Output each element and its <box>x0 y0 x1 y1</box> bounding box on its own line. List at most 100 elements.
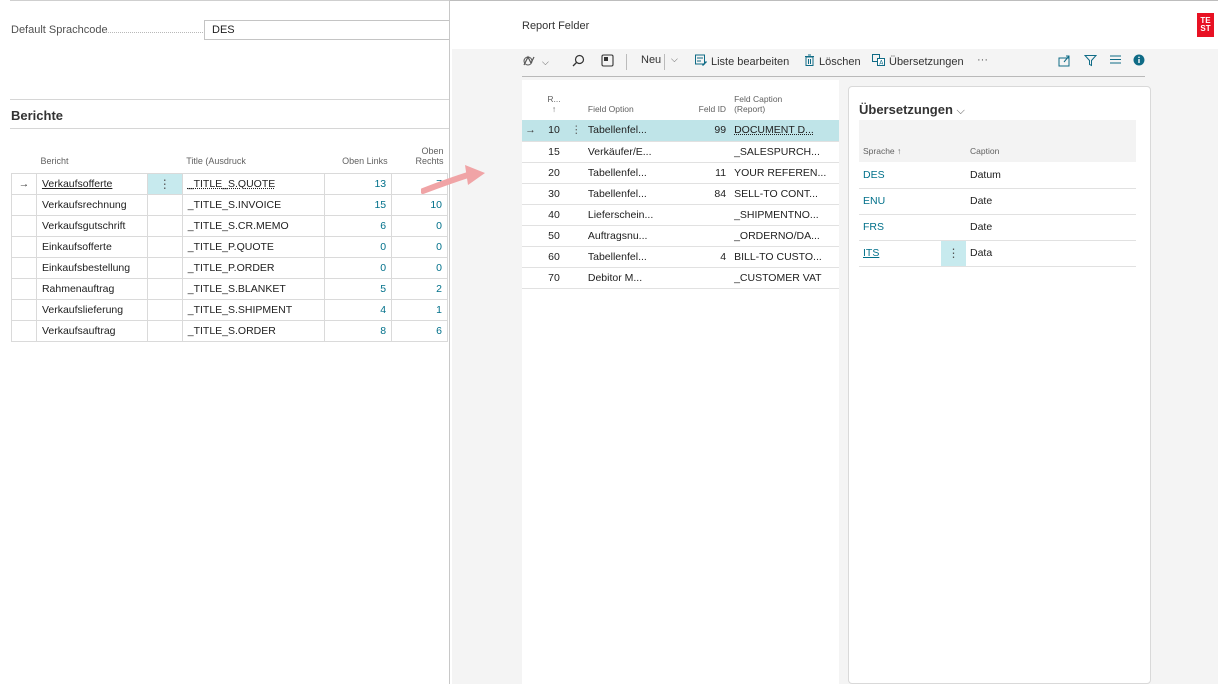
report-name-cell[interactable]: Verkaufsofferte <box>35 172 148 195</box>
top-right-cell[interactable]: 0 <box>391 235 448 258</box>
factbox-toggle-button[interactable] <box>1133 54 1145 69</box>
field-option-cell[interactable]: Tabellenfel... <box>583 120 673 142</box>
open-in-excel-button[interactable] <box>601 54 614 70</box>
title-cell[interactable]: _TITLE_S.BLANKET <box>181 277 326 300</box>
search-button[interactable] <box>572 54 585 70</box>
language-code-cell[interactable]: DES <box>859 162 941 189</box>
column-header-field-id[interactable]: Feld ID <box>698 104 727 114</box>
field-id-cell[interactable]: 11 <box>672 162 731 184</box>
r-cell[interactable]: 50 <box>539 225 569 247</box>
report-name-cell[interactable]: Verkaufsauftrag <box>35 319 148 342</box>
row-menu-icon[interactable]: ⋮ <box>568 120 584 142</box>
delete-button[interactable]: Löschen <box>804 54 861 69</box>
title-cell[interactable]: _TITLE_P.QUOTE <box>181 235 326 258</box>
column-header-top-left[interactable]: Oben Links <box>342 155 388 166</box>
field-id-cell[interactable] <box>672 141 731 163</box>
top-left-cell[interactable]: 13 <box>324 172 393 195</box>
table-row[interactable]: Einkaufsbestellung _TITLE_P.ORDER 0 0 <box>11 256 448 279</box>
r-cell[interactable]: 60 <box>539 246 569 268</box>
field-caption-cell[interactable]: _SHIPMENTNO... <box>730 204 839 226</box>
field-option-cell[interactable]: Auftragsnu... <box>583 225 673 247</box>
table-row[interactable]: Verkaufsgutschrift _TITLE_S.CR.MEMO 6 0 <box>11 214 448 237</box>
table-row[interactable]: Verkaufslieferung _TITLE_S.SHIPMENT 4 1 <box>11 298 448 321</box>
top-right-cell[interactable]: 0 <box>391 214 448 237</box>
table-row[interactable]: → Verkaufsofferte ⋮ _TITLE_S.QUOTE 13 7 <box>11 172 448 195</box>
field-option-cell[interactable]: Debitor M... <box>583 267 673 289</box>
table-row[interactable]: 30 Tabellenfel... 84 SELL-TO CONT... <box>522 183 839 205</box>
table-row[interactable]: FRS Date <box>859 214 1136 241</box>
table-row[interactable]: 20 Tabellenfel... 11 YOUR REFEREN... <box>522 162 839 184</box>
title-cell[interactable]: _TITLE_P.ORDER <box>181 256 326 279</box>
top-left-cell[interactable]: 15 <box>324 193 393 216</box>
field-caption-cell[interactable]: SELL-TO CONT... <box>730 183 839 205</box>
top-left-cell[interactable]: 0 <box>324 256 393 279</box>
table-row[interactable]: 15 Verkäufer/E... _SALESPURCH... <box>522 141 839 163</box>
title-cell[interactable]: _TITLE_S.SHIPMENT <box>181 298 326 321</box>
edit-list-button[interactable]: Liste bearbeiten <box>695 54 789 69</box>
caption-cell[interactable]: Date <box>966 188 1136 215</box>
report-name-cell[interactable]: Einkaufsbestellung <box>35 256 148 279</box>
report-name-cell[interactable]: Einkaufsofferte <box>35 235 148 258</box>
top-right-cell[interactable]: 2 <box>391 277 448 300</box>
column-header-caption[interactable]: Caption <box>970 146 1000 156</box>
field-caption-cell[interactable]: DOCUMENT D... <box>730 120 839 142</box>
column-header-field-option[interactable]: Field Option <box>587 104 634 114</box>
table-row[interactable]: 60 Tabellenfel... 4 BILL-TO CUSTO... <box>522 246 839 268</box>
language-code-cell[interactable]: FRS <box>859 214 941 241</box>
language-code-cell[interactable]: ENU <box>859 188 941 215</box>
top-left-cell[interactable]: 4 <box>324 298 393 321</box>
list-view-button[interactable] <box>1109 54 1122 68</box>
field-option-cell[interactable]: Tabellenfel... <box>583 162 673 184</box>
top-right-cell[interactable]: 1 <box>391 298 448 321</box>
row-menu-icon[interactable]: ⋮ <box>941 240 966 267</box>
table-row[interactable]: Rahmenauftrag _TITLE_S.BLANKET 5 2 <box>11 277 448 300</box>
table-row[interactable]: Verkaufsrechnung _TITLE_S.INVOICE 15 10 <box>11 193 448 216</box>
title-cell[interactable]: _TITLE_S.ORDER <box>181 319 326 342</box>
title-cell[interactable]: _TITLE_S.INVOICE <box>181 193 326 216</box>
table-row[interactable]: 70 Debitor M... _CUSTOMER VAT <box>522 267 839 289</box>
language-code-cell[interactable]: ITS <box>859 240 941 267</box>
translations-title[interactable]: Übersetzungen ⌵ <box>859 102 965 118</box>
table-row[interactable]: → 10 ⋮ Tabellenfel... 99 DOCUMENT D... <box>522 120 839 142</box>
top-right-cell[interactable]: 10 <box>391 193 448 216</box>
table-row[interactable]: 40 Lieferschein... _SHIPMENTNO... <box>522 204 839 226</box>
table-row[interactable]: Verkaufsauftrag _TITLE_S.ORDER 8 6 <box>11 319 448 342</box>
column-header-field-caption[interactable]: Feld Caption (Report) <box>730 88 839 120</box>
filter-pane-toggle-button[interactable]: ⌵ <box>522 54 549 71</box>
field-caption-cell[interactable]: _SALESPURCH... <box>730 141 839 163</box>
row-menu-icon[interactable]: ⋮ <box>146 172 183 195</box>
r-cell[interactable]: 30 <box>539 183 569 205</box>
new-button[interactable]: Neu <box>641 54 661 66</box>
report-name-cell[interactable]: Rahmenauftrag <box>35 277 148 300</box>
field-id-cell[interactable]: 99 <box>672 120 731 142</box>
default-language-input[interactable] <box>204 20 449 40</box>
field-caption-cell[interactable]: _CUSTOMER VAT <box>730 267 839 289</box>
column-header-r[interactable]: R... ↑ <box>539 88 569 120</box>
column-header-report[interactable]: Bericht <box>40 155 69 166</box>
title-cell[interactable]: _TITLE_S.QUOTE <box>181 172 326 195</box>
caption-cell[interactable]: Data <box>966 240 1136 267</box>
table-row[interactable]: 50 Auftragsnu... _ORDERNO/DA... <box>522 225 839 247</box>
r-cell[interactable]: 20 <box>539 162 569 184</box>
new-menu-dropdown[interactable]: ⌵ <box>671 54 678 65</box>
top-right-cell[interactable]: 0 <box>391 256 448 279</box>
r-cell[interactable]: 70 <box>539 267 569 289</box>
field-id-cell[interactable] <box>672 225 731 247</box>
table-row[interactable]: ITS ⋮ Data <box>859 240 1136 267</box>
field-option-cell[interactable]: Tabellenfel... <box>583 246 673 268</box>
caption-cell[interactable]: Date <box>966 214 1136 241</box>
title-cell[interactable]: _TITLE_S.CR.MEMO <box>181 214 326 237</box>
column-header-top-right[interactable]: Oben Rechts <box>392 143 448 173</box>
field-option-cell[interactable]: Tabellenfel... <box>583 183 673 205</box>
field-caption-cell[interactable]: _ORDERNO/DA... <box>730 225 839 247</box>
field-id-cell[interactable] <box>672 267 731 289</box>
field-option-cell[interactable]: Lieferschein... <box>583 204 673 226</box>
report-name-cell[interactable]: Verkaufsrechnung <box>35 193 148 216</box>
r-cell[interactable]: 15 <box>539 141 569 163</box>
top-left-cell[interactable]: 5 <box>324 277 393 300</box>
caption-cell[interactable]: Datum <box>966 162 1136 189</box>
top-left-cell[interactable]: 0 <box>324 235 393 258</box>
field-id-cell[interactable]: 4 <box>672 246 731 268</box>
field-id-cell[interactable]: 84 <box>672 183 731 205</box>
top-left-cell[interactable]: 6 <box>324 214 393 237</box>
